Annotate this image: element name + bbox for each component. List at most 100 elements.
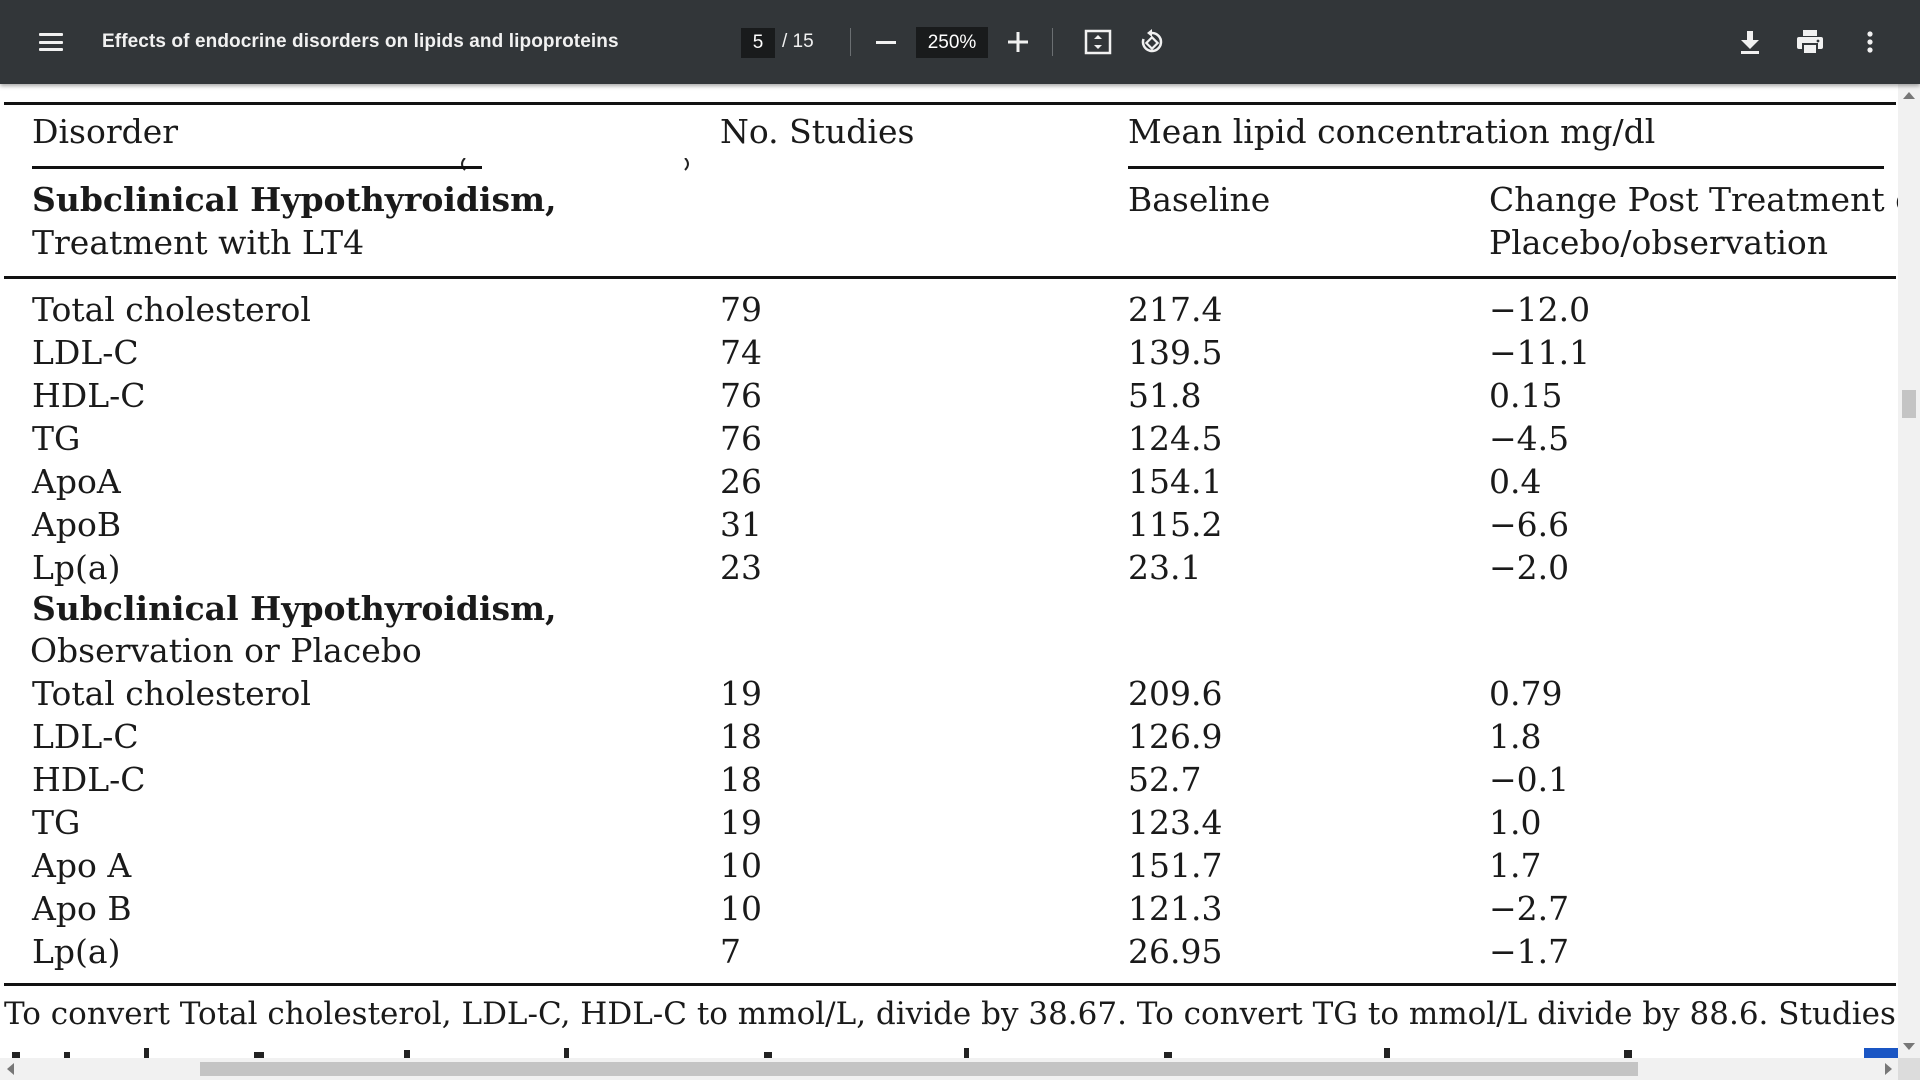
row-change: −2.0 [1489,548,1570,587]
row-name: Apo A [32,846,132,885]
print-button[interactable] [1792,0,1828,84]
row-baseline: 139.5 [1128,333,1223,372]
row-name: Total cholesterol [32,674,311,713]
toolbar-divider [1052,28,1053,56]
row-name: Total cholesterol [32,290,311,329]
more-options-button[interactable] [1852,0,1888,84]
row-baseline: 115.2 [1128,505,1223,544]
row-change: −11.1 [1489,333,1591,372]
row-name: TG [32,419,81,458]
row-baseline: 52.7 [1128,760,1202,799]
row-baseline: 209.6 [1128,674,1223,713]
section1-title: Subclinical Hypothyroidism, [32,180,557,219]
section2-title: Subclinical Hypothyroidism, [32,589,557,628]
row-studies: 18 [720,760,762,799]
section1-subtitle: Treatment with LT4 [32,223,365,262]
row-studies: 18 [720,717,762,756]
row-change: 0.79 [1489,674,1563,713]
row-studies: 74 [720,333,762,372]
zoom-out-button[interactable] [868,0,904,84]
header-change-line1: Change Post Treatment or [1489,180,1898,219]
row-name: Lp(a) [32,548,121,587]
row-studies: 7 [720,932,741,971]
row-studies: 76 [720,419,762,458]
clipped-next-line [12,1048,1898,1058]
download-icon [1741,31,1759,54]
plus-icon [1008,32,1028,52]
disorder-header-rule [32,166,482,169]
document-title: Effects of endocrine disorders on lipids… [102,31,619,52]
scroll-right-arrow-icon[interactable] [1885,1063,1892,1075]
download-button[interactable] [1732,0,1768,84]
row-baseline: 23.1 [1128,548,1202,587]
clipped-previous-line [461,158,689,171]
row-studies: 79 [720,290,762,329]
minus-icon [876,40,896,44]
section2-subtitle: Observation or Placebo [30,631,422,670]
print-icon [1797,30,1823,55]
row-baseline: 121.3 [1128,889,1223,928]
header-mean-lipid: Mean lipid concentration mg/dl [1128,112,1656,151]
row-change: −4.5 [1489,419,1570,458]
zoom-input[interactable]: 250% [916,27,988,58]
horizontal-scrollbar[interactable] [0,1058,1898,1080]
row-name: LDL-C [32,333,139,372]
row-change: 0.15 [1489,376,1563,415]
page-number-input[interactable]: 5 [741,28,775,58]
row-change: −6.6 [1489,505,1570,544]
row-name: TG [32,803,81,842]
table-footnote: To convert Total cholesterol, LDL-C, HDL… [4,996,1898,1032]
fit-to-page-button[interactable] [1080,0,1116,84]
header-studies: No. Studies [720,112,915,151]
header-disorder: Disorder [32,112,179,151]
page-total: / 15 [782,31,814,52]
row-name: HDL-C [32,376,146,415]
row-baseline: 51.8 [1128,376,1202,415]
fit-to-page-icon [1084,29,1112,55]
row-studies: 23 [720,548,762,587]
row-baseline: 154.1 [1128,462,1223,501]
rotate-icon [1141,29,1163,53]
row-baseline: 126.9 [1128,717,1223,756]
row-change: 1.7 [1489,846,1542,885]
more-vert-icon [1867,31,1873,53]
zoom-in-button[interactable] [1000,0,1036,84]
row-name: Apo B [32,889,132,928]
header-baseline: Baseline [1128,180,1271,219]
row-studies: 10 [720,889,762,928]
menu-icon[interactable] [26,0,76,84]
header-bottom-rule [4,276,1896,279]
row-baseline: 124.5 [1128,419,1223,458]
row-change: −2.7 [1489,889,1570,928]
row-name: Lp(a) [32,932,121,971]
toolbar-divider [850,28,851,56]
row-studies: 31 [720,505,762,544]
row-studies: 19 [720,803,762,842]
table-bottom-rule [4,983,1896,986]
pdf-toolbar: Effects of endocrine disorders on lipids… [0,0,1920,84]
row-name: ApoA [32,462,121,501]
mean-header-rule [1128,166,1884,169]
row-name: ApoB [32,505,122,544]
scroll-left-arrow-icon[interactable] [7,1063,14,1075]
row-baseline: 151.7 [1128,846,1223,885]
horizontal-scroll-thumb[interactable] [200,1062,1638,1076]
row-baseline: 26.95 [1128,932,1223,971]
header-change-line2: Placebo/observation [1489,223,1829,262]
pdf-page-viewport[interactable]: Disorder No. Studies Mean lipid concentr… [0,84,1898,1058]
row-change: 1.8 [1489,717,1542,756]
row-name: LDL-C [32,717,139,756]
rotate-button[interactable] [1134,0,1170,84]
vertical-scroll-thumb[interactable] [1902,390,1916,418]
scroll-down-arrow-icon[interactable] [1903,1043,1915,1050]
row-baseline: 217.4 [1128,290,1223,329]
row-change: −0.1 [1489,760,1570,799]
row-name: HDL-C [32,760,146,799]
row-studies: 26 [720,462,762,501]
row-baseline: 123.4 [1128,803,1223,842]
scroll-up-arrow-icon[interactable] [1903,92,1915,99]
vertical-scrollbar[interactable] [1898,84,1920,1058]
row-studies: 10 [720,846,762,885]
scrollbar-corner [1898,1058,1920,1080]
table-top-rule [4,102,1896,105]
